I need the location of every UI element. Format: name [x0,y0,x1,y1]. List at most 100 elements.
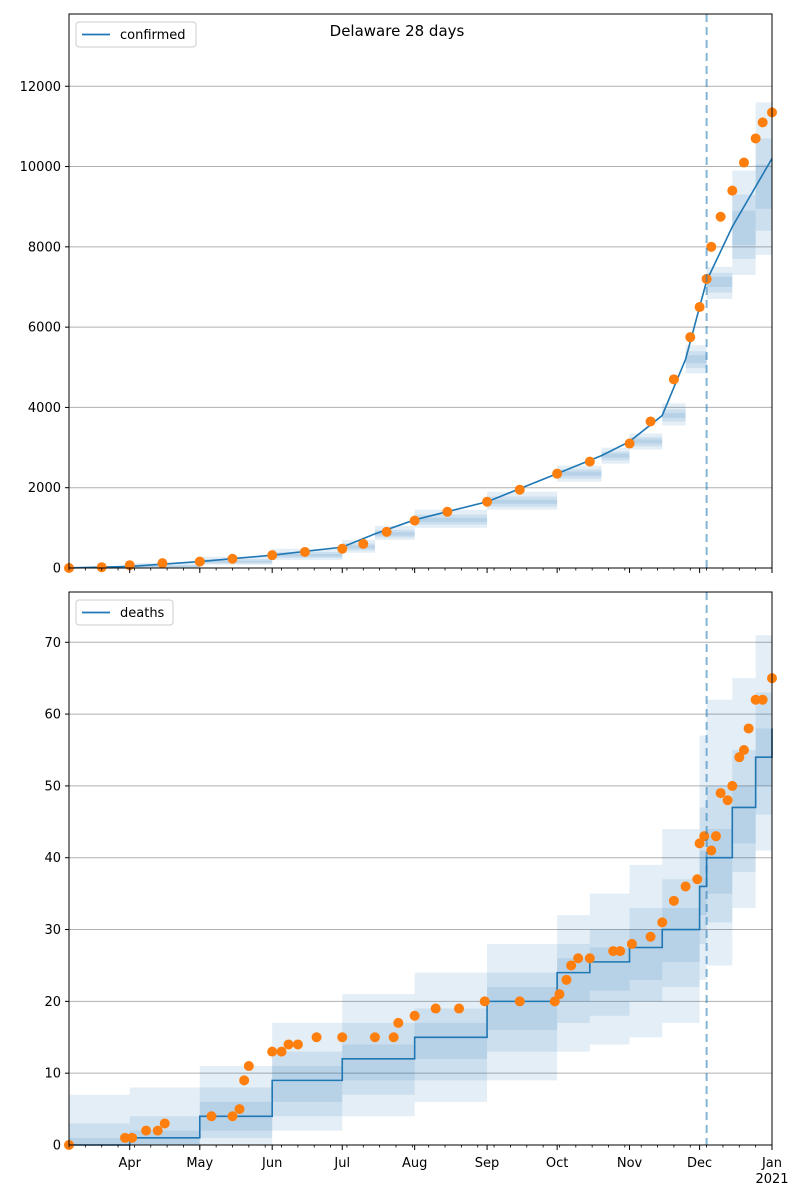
uncertainty-band [69,128,772,569]
observed-point [194,556,205,567]
uncertainty-band [69,642,772,1145]
y-tick-label: 20 [44,995,61,1010]
model-line [69,728,773,1146]
y-tick-label: 30 [44,923,61,938]
y-tick-label: 6000 [28,321,61,336]
observed-point [734,752,745,763]
model-line [68,158,773,569]
observed-point [267,550,278,561]
axes-frame [68,13,773,569]
observed-point [706,845,717,856]
y-tick-label: 4000 [28,401,61,416]
observed-point [159,1118,170,1129]
observed-point [120,1132,131,1143]
x-year-label: 2021 [755,1172,788,1187]
observed-point [710,831,721,842]
legend: confirmed [75,21,197,48]
x-tick-label: Dec [687,1156,712,1171]
y-tick-label: 8000 [28,240,61,255]
observed-point [561,974,572,985]
observed-point [645,416,656,427]
observed-point [292,1039,303,1050]
y-tick-label: 60 [44,708,61,723]
observed-point [243,1061,254,1071]
observed-point [757,117,768,128]
observed-point [299,546,310,557]
x-tick-label: Jan [761,1156,782,1171]
observed-point [668,374,679,385]
y-tick-label: 0 [53,562,61,577]
observed-point [127,1132,138,1143]
observed-point [706,241,717,252]
y-tick-label: 12000 [20,80,61,95]
observed-point [337,543,348,554]
observed-point [584,953,595,964]
observed-point [694,302,705,313]
observed-point [358,538,369,549]
observed-point [430,1003,441,1014]
y-tick-label: 10 [44,1067,61,1082]
x-tick-label: Jun [261,1156,282,1171]
observed-point [152,1125,163,1136]
observed-point [566,960,577,971]
x-tick-label: Apr [118,1156,141,1171]
observed-point [311,1032,322,1043]
observed-point [141,1125,152,1136]
observed-point [337,1032,348,1043]
observed-point [227,1111,238,1122]
x-tick-label: Aug [402,1156,427,1171]
observed-point [685,332,696,343]
observed-point [381,526,392,537]
observed-point [479,996,490,1007]
observed-point [608,946,619,957]
observed-point [409,1010,420,1021]
observed-point [743,723,754,734]
deaths-panel: 0 10 20 30 40 50 60 70 deaths [44,591,777,1154]
observed-point [454,1003,465,1014]
chart-title: Delaware 28 days [330,22,465,40]
observed-point [514,484,525,495]
uncertainty-band [69,599,772,1145]
observed-point [699,831,710,842]
observed-point [573,953,584,964]
observed-point [552,468,563,479]
observed-point [680,881,691,892]
observed-point [393,1017,404,1028]
observed-point [727,780,738,791]
observed-point [514,996,525,1007]
uncertainty-band [69,22,772,568]
observed-point [624,438,635,449]
legend-box [75,21,197,48]
observed-point [626,938,637,949]
observed-point [234,1104,245,1115]
observed-point [206,1111,217,1122]
observed-point [388,1032,399,1043]
y-tick-label: 0 [53,1139,61,1154]
observed-point [692,874,703,885]
observed-point [727,185,738,196]
observed-point [750,133,761,144]
observed-point [738,745,749,755]
observed-point [96,562,107,573]
observed-point [715,788,726,799]
observed-point [369,1032,380,1043]
observed-point [283,1039,294,1050]
observed-point [694,838,705,849]
observed-point [157,558,168,569]
observed-point [750,694,761,705]
legend-box [75,599,174,626]
y-tick-label: 40 [44,851,61,866]
observed-point [722,795,733,806]
observed-point [267,1046,278,1057]
observed-point [482,496,493,507]
observed-point [554,989,565,1000]
observed-point [549,996,560,1007]
x-tick-label: Jul [333,1156,350,1171]
observed-point [239,1075,250,1086]
uncertainty-band [69,692,772,1145]
confirmed-panel: 0 2000 4000 6000 8000 10000 12000 confirmed [20,13,777,577]
observed-point [276,1046,287,1057]
legend: deaths [75,599,174,626]
